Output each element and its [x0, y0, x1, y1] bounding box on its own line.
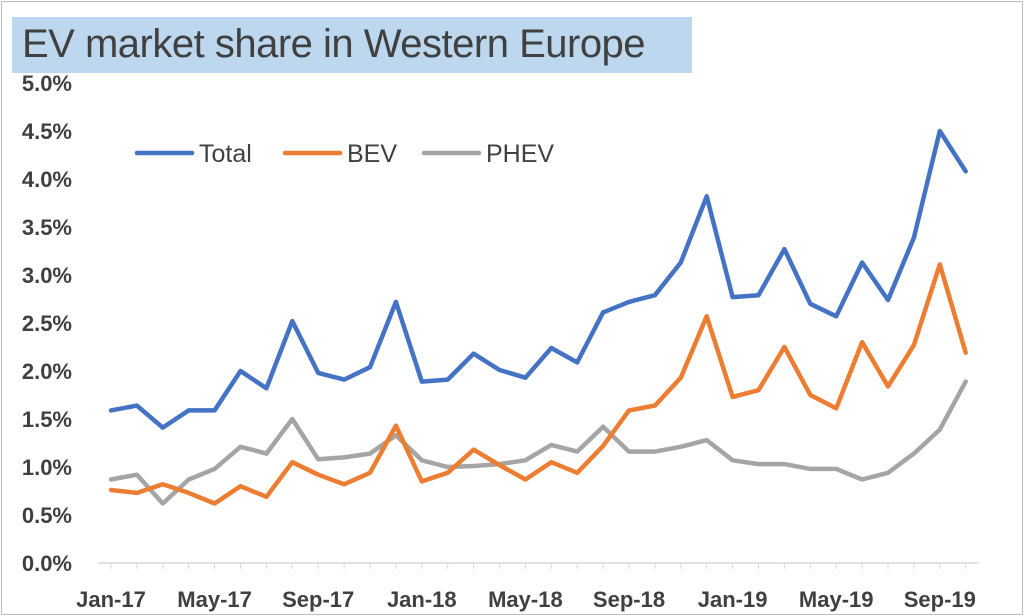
title-background — [12, 17, 692, 73]
x-tick-label: Jan-18 — [387, 587, 457, 612]
x-tick-label: May-19 — [799, 587, 874, 612]
legend-label: PHEV — [486, 140, 554, 168]
y-tick-label: 2.5% — [22, 311, 72, 336]
y-tick-label: 5.0% — [22, 71, 72, 96]
x-axis: Jan-17 May-17 Sep-17 Jan-18 May-18 Sep-18 Jan-… — [76, 562, 979, 612]
y-axis: 0.0% 0.5% 1.0% 1.5% 2.0% 2.5% 3.0% 3.5% 4.0% 4.5%… — [22, 71, 72, 576]
y-tick-label: 2.0% — [22, 359, 72, 384]
series-line-phev — [108, 379, 968, 506]
y-tick-label: 3.0% — [22, 263, 72, 288]
series-lines — [108, 128, 968, 506]
x-tick-label: Sep-18 — [593, 587, 665, 612]
legend-label: Total — [199, 140, 252, 168]
series-line-total — [108, 128, 968, 430]
y-tick-label: 1.5% — [22, 407, 72, 432]
y-tick-label: 0.0% — [22, 551, 72, 576]
x-tick-label: Jan-19 — [698, 587, 768, 612]
y-tick-label: 1.0% — [22, 455, 72, 480]
x-tick-label: May-17 — [177, 587, 252, 612]
x-tick-label: Sep-19 — [904, 587, 976, 612]
legend: Total BEV PHEV — [134, 140, 554, 168]
x-tick-label: May-18 — [488, 587, 563, 612]
x-tick-label: Jan-17 — [76, 587, 146, 612]
y-tick-label: 4.0% — [22, 167, 72, 192]
chart-title: EV market share in Western Europe — [22, 22, 646, 66]
y-tick-label: 0.5% — [22, 503, 72, 528]
series-line-bev — [108, 262, 968, 506]
y-tick-label: 4.5% — [22, 119, 72, 144]
y-tick-label: 3.5% — [22, 215, 72, 240]
legend-label: BEV — [347, 140, 397, 168]
x-tick-label: Sep-17 — [282, 587, 354, 612]
